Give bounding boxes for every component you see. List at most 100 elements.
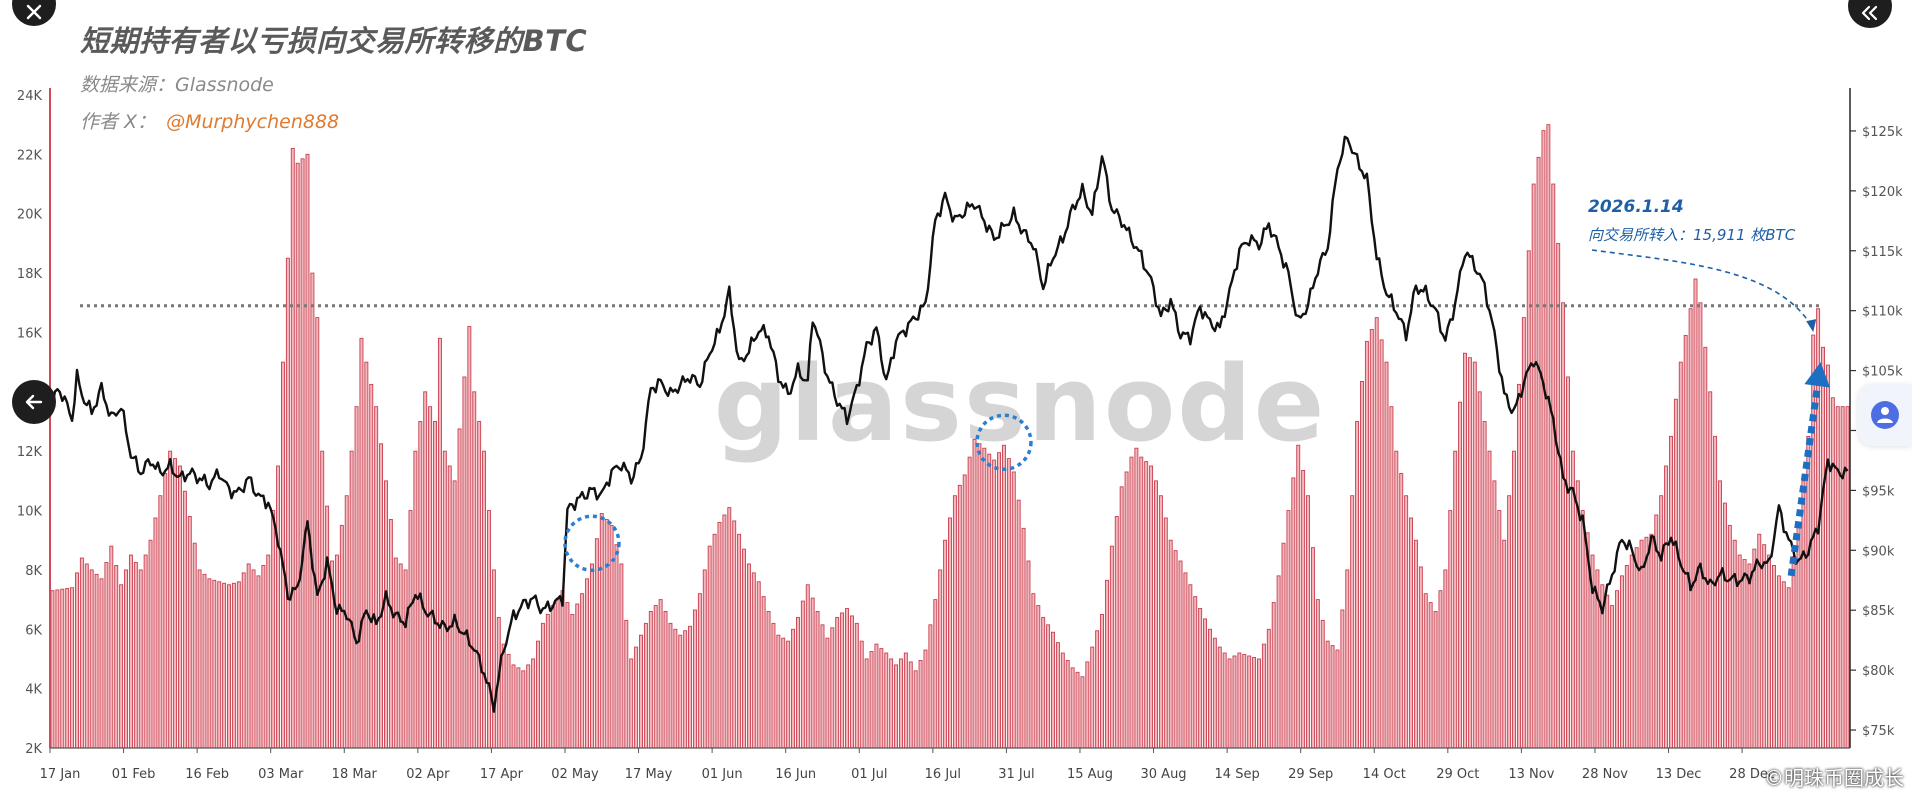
bar [1144,461,1149,749]
bar [1355,421,1360,749]
bar [894,664,899,749]
bar [462,376,467,749]
author-handle: @Murphychen888 [166,111,340,133]
bar [1031,593,1036,749]
x-tick-label: 16 Jul [925,767,961,782]
bar [1158,495,1163,749]
bar [1708,391,1713,749]
bar [1458,401,1463,749]
bar [1065,659,1070,749]
bar [742,548,746,749]
bar [1242,654,1247,749]
bar [173,458,178,749]
bar [1825,364,1830,749]
bar [1688,308,1693,749]
bar [315,317,320,749]
bar [977,443,982,749]
bar [1413,539,1418,749]
x-tick-label: 28 Nov [1582,767,1628,782]
bar [795,616,800,749]
bar [1100,613,1105,749]
bar [1055,642,1060,749]
bar [1217,646,1222,749]
bar [781,637,786,749]
bar [688,625,693,749]
author-line: 作者 X： @Murphychen888 [80,107,587,134]
bar [1610,605,1615,749]
bar [182,490,187,749]
bar [1472,361,1477,749]
x-tick-label: 30 Aug [1141,767,1187,782]
bar [1379,339,1384,749]
bar [320,450,325,749]
bar [1580,510,1585,749]
bar [1806,435,1811,749]
bar [1467,357,1472,749]
bar [251,569,256,749]
bar [501,643,506,749]
bar [1428,602,1433,749]
annotation-leader-head [1806,319,1817,333]
bar [408,510,413,749]
bar [227,584,231,749]
bar [1423,593,1428,749]
bar [143,554,148,749]
bar [1374,317,1379,749]
title-block: 短期持有者以亏损向交易所转移的BTC 数据来源：Glassnode 作者 X： @… [80,18,587,134]
bar [486,510,491,749]
bar [1232,655,1237,749]
left-tick-label: 22K [17,148,43,163]
bar [1051,631,1055,749]
bar [467,326,472,749]
bar [359,337,364,749]
bar [1762,544,1767,749]
bar [1095,630,1100,749]
bar [1649,533,1654,749]
arrow-left-icon [25,394,43,410]
bar [889,658,894,749]
bar [1276,575,1281,749]
bar [1781,581,1786,749]
bar [1227,658,1232,749]
bar [300,158,305,749]
bar [653,605,658,749]
bar [349,450,354,749]
bar [1516,383,1521,749]
bar [1845,406,1850,749]
bar [1222,652,1227,749]
bar [472,391,477,749]
annotation-text: 向交易所转入：15,911 枚BTC [1588,226,1796,244]
double-chevron-left-icon [1861,5,1878,21]
bar [1718,480,1723,749]
bar [202,573,207,749]
bar [898,658,903,749]
bar [114,565,119,749]
bar [678,634,683,749]
bar [433,421,437,749]
bar [692,609,697,749]
bar [1330,645,1335,749]
bar [344,495,349,749]
bar [506,654,511,749]
bar [1104,579,1109,749]
assistant-widget[interactable] [1858,384,1912,446]
bar [1830,397,1835,749]
right-tick-label: $90k [1862,544,1895,559]
bar [928,624,933,749]
bar [1114,516,1119,749]
bar [354,406,359,749]
x-tick-label: 17 May [625,767,673,782]
bar [89,569,94,749]
right-tick-label: $95k [1862,484,1895,499]
prev-button[interactable] [12,380,56,424]
bar [1046,624,1051,749]
bar [1389,406,1394,749]
x-tick-label: 01 Jul [851,767,887,782]
bar [545,613,550,749]
left-tick-label: 2K [25,742,42,757]
bar [1497,510,1502,749]
bar [1448,510,1453,749]
bar [1703,346,1708,749]
bar [815,611,820,749]
bar [717,521,722,749]
